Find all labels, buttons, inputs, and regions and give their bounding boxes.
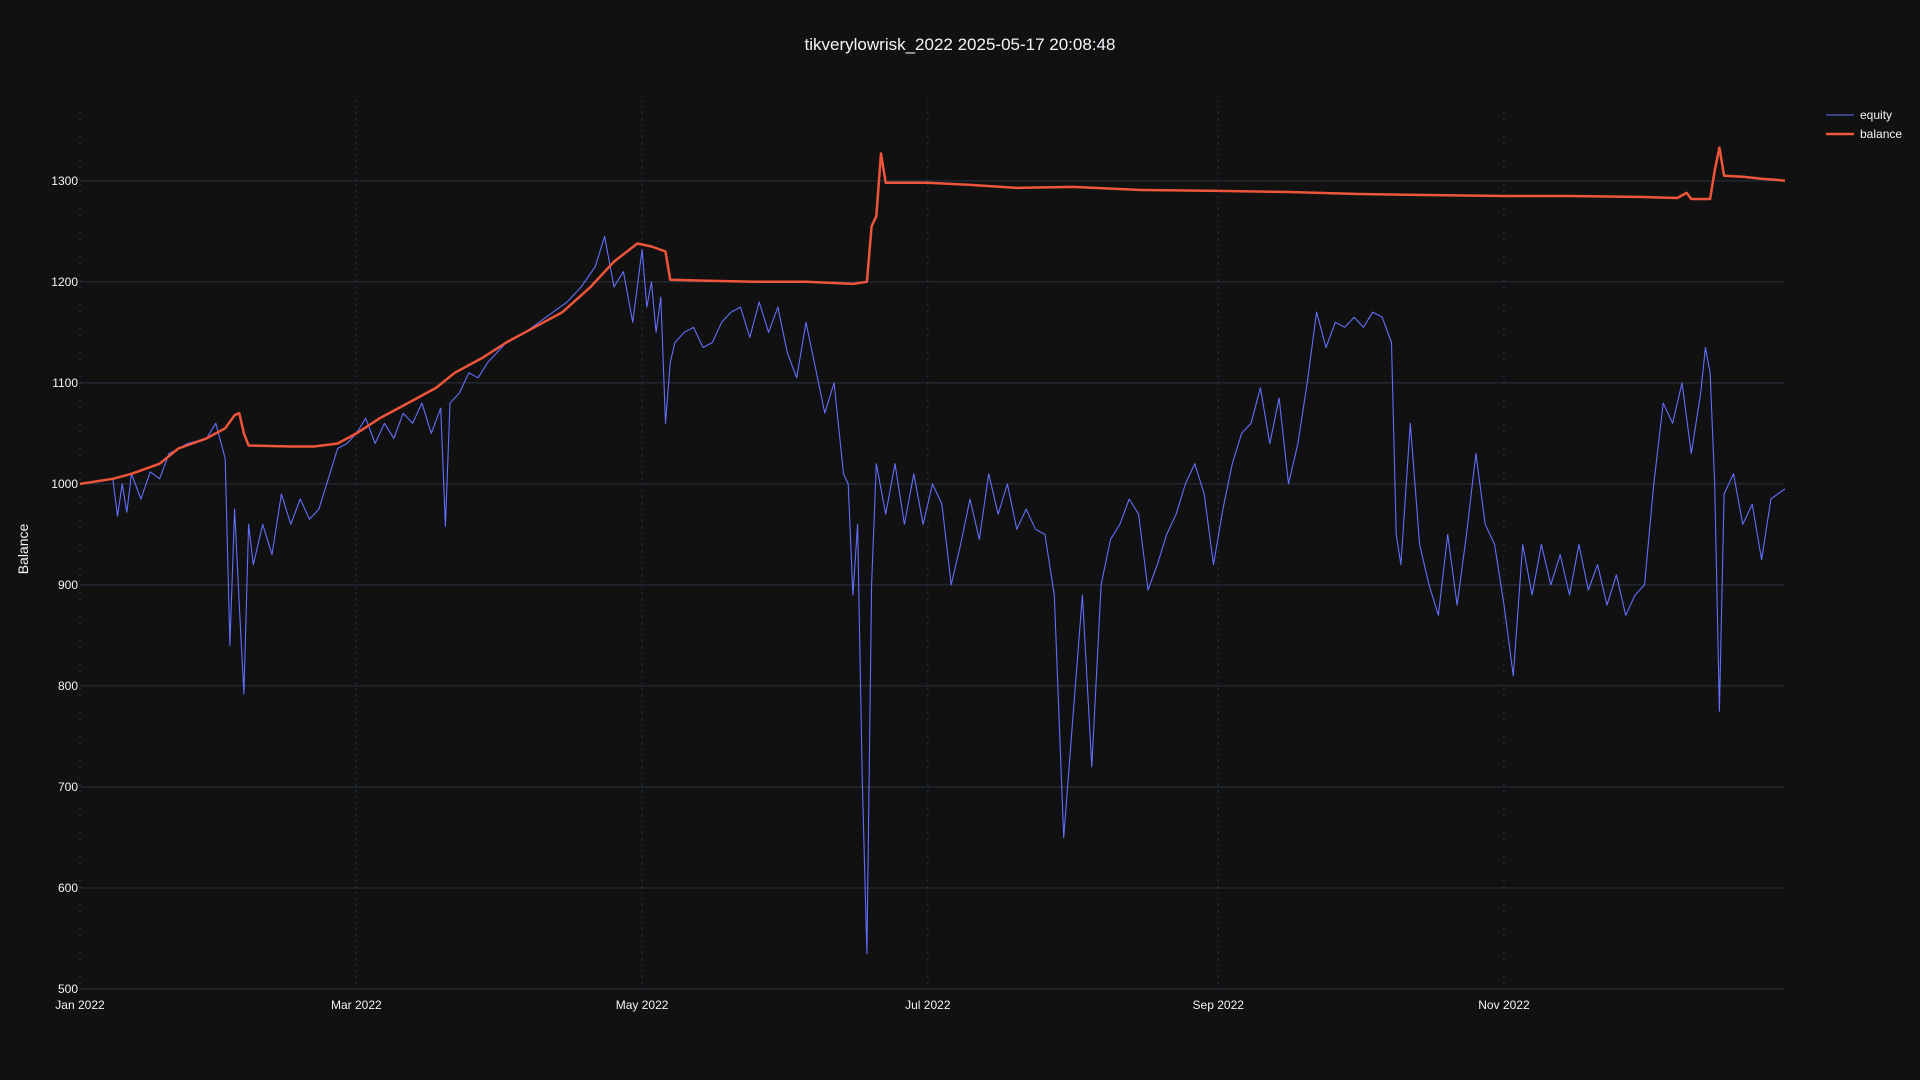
- x-axis-ticks: Jan 2022 Mar 2022 May 2022 Jul 2022 Sep 2022…: [55, 998, 1530, 1012]
- y-tick-label: 1200: [51, 275, 78, 289]
- y-tick-label: 600: [58, 881, 78, 895]
- x-tick-label: Jul 2022: [905, 998, 951, 1012]
- y-tick-label: 900: [58, 578, 78, 592]
- legend[interactable]: equity balance: [1826, 108, 1902, 141]
- y-axis-ticks: 500 600 700 800 900 1000 1100 1200 1300: [51, 174, 78, 996]
- series-line-balance: [79, 146, 1786, 486]
- x-gridlines: [79, 100, 1505, 989]
- legend-item-equity[interactable]: equity: [1826, 108, 1892, 122]
- series-layer: [79, 146, 1786, 955]
- y-tick-label: 500: [58, 982, 78, 996]
- y-tick-label: 800: [58, 679, 78, 693]
- y-tick-label: 1100: [52, 376, 78, 390]
- legend-label: balance: [1860, 127, 1902, 141]
- x-tick-label: Jan 2022: [55, 998, 105, 1012]
- y-tick-label: 1300: [51, 174, 78, 188]
- y-tick-label: 700: [58, 780, 78, 794]
- x-tick-label: Mar 2022: [331, 998, 382, 1012]
- x-tick-label: Nov 2022: [1478, 998, 1530, 1012]
- series-line-equity: [79, 235, 1786, 955]
- legend-item-balance[interactable]: balance: [1826, 127, 1902, 141]
- x-tick-label: Sep 2022: [1193, 998, 1245, 1012]
- x-tick-label: May 2022: [616, 998, 669, 1012]
- legend-label: equity: [1860, 108, 1892, 122]
- y-axis-label: Balance: [15, 523, 31, 574]
- y-tick-label: 1000: [51, 477, 78, 491]
- chart-title: tikverylowrisk_2022 2025-05-17 20:08:48: [805, 35, 1116, 54]
